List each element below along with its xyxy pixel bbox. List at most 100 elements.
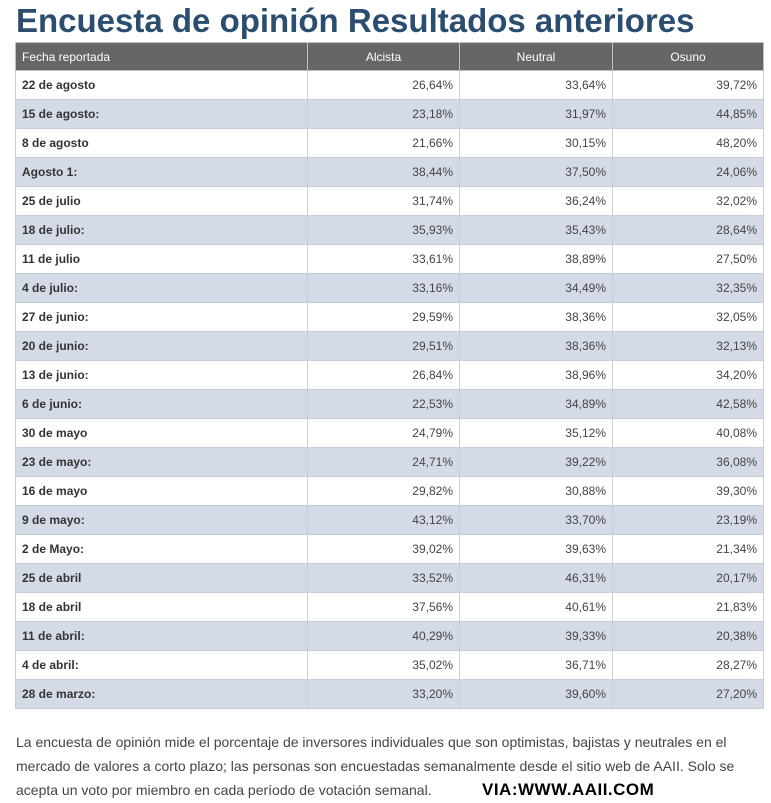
bullish-cell: 43,12%	[307, 505, 460, 535]
table-row: 11 de abril: 40,29% 39,33% 20,38%	[15, 621, 764, 651]
table-row: 16 de mayo 29,82% 30,88% 39,30%	[15, 476, 764, 506]
bearish-cell: 28,27%	[612, 650, 764, 680]
date-cell: 25 de julio	[15, 186, 308, 216]
header-bearish: Osuno	[612, 42, 764, 71]
bearish-cell: 39,72%	[612, 70, 764, 100]
bullish-cell: 26,64%	[307, 70, 460, 100]
date-cell: 8 de agosto	[15, 128, 308, 158]
neutral-cell: 46,31%	[459, 563, 613, 593]
bearish-cell: 20,17%	[612, 563, 764, 593]
bullish-cell: 35,93%	[307, 215, 460, 245]
neutral-cell: 33,64%	[459, 70, 613, 100]
date-cell: 20 de junio:	[15, 331, 308, 361]
date-cell: 22 de agosto	[15, 70, 308, 100]
table-row: 27 de junio: 29,59% 38,36% 32,05%	[15, 302, 764, 332]
bearish-cell: 48,20%	[612, 128, 764, 158]
survey-description: La encuesta de opinión mide el porcentaj…	[16, 734, 735, 798]
neutral-cell: 38,89%	[459, 244, 613, 274]
neutral-cell: 35,43%	[459, 215, 613, 245]
bullish-cell: 21,66%	[307, 128, 460, 158]
date-cell: 25 de abril	[15, 563, 308, 593]
bearish-cell: 28,64%	[612, 215, 764, 245]
date-cell: 16 de mayo	[15, 476, 308, 506]
date-cell: 15 de agosto:	[15, 99, 308, 129]
header-bullish: Alcista	[307, 42, 460, 71]
bullish-cell: 29,59%	[307, 302, 460, 332]
bearish-cell: 44,85%	[612, 99, 764, 129]
bullish-cell: 29,82%	[307, 476, 460, 506]
bullish-cell: 35,02%	[307, 650, 460, 680]
bullish-cell: 22,53%	[307, 389, 460, 419]
neutral-cell: 36,71%	[459, 650, 613, 680]
bearish-cell: 40,08%	[612, 418, 764, 448]
neutral-cell: 38,36%	[459, 302, 613, 332]
neutral-cell: 39,22%	[459, 447, 613, 477]
bullish-cell: 31,74%	[307, 186, 460, 216]
bearish-cell: 24,06%	[612, 157, 764, 187]
date-cell: 4 de abril:	[15, 650, 308, 680]
bullish-cell: 39,02%	[307, 534, 460, 564]
bullish-cell: 29,51%	[307, 331, 460, 361]
neutral-cell: 39,60%	[459, 679, 613, 709]
neutral-cell: 38,96%	[459, 360, 613, 390]
date-cell: Agosto 1:	[15, 157, 308, 187]
bullish-cell: 23,18%	[307, 99, 460, 129]
neutral-cell: 34,89%	[459, 389, 613, 419]
bullish-cell: 37,56%	[307, 592, 460, 622]
table-row: 2 de Mayo: 39,02% 39,63% 21,34%	[15, 534, 764, 564]
bearish-cell: 32,35%	[612, 273, 764, 303]
bearish-cell: 27,20%	[612, 679, 764, 709]
bearish-cell: 39,30%	[612, 476, 764, 506]
table-row: 20 de junio: 29,51% 38,36% 32,13%	[15, 331, 764, 361]
table-row: 22 de agosto 26,64% 33,64% 39,72%	[15, 70, 764, 100]
date-cell: 18 de abril	[15, 592, 308, 622]
date-cell: 13 de junio:	[15, 360, 308, 390]
date-cell: 11 de julio	[15, 244, 308, 274]
bullish-cell: 33,20%	[307, 679, 460, 709]
neutral-cell: 34,49%	[459, 273, 613, 303]
bearish-cell: 36,08%	[612, 447, 764, 477]
table-row: 30 de mayo 24,79% 35,12% 40,08%	[15, 418, 764, 448]
header-date: Fecha reportada	[15, 42, 308, 71]
bullish-cell: 33,16%	[307, 273, 460, 303]
neutral-cell: 40,61%	[459, 592, 613, 622]
table-row: 25 de abril 33,52% 46,31% 20,17%	[15, 563, 764, 593]
table-row: 15 de agosto: 23,18% 31,97% 44,85%	[15, 99, 764, 129]
bearish-cell: 32,13%	[612, 331, 764, 361]
bearish-cell: 42,58%	[612, 389, 764, 419]
bullish-cell: 40,29%	[307, 621, 460, 651]
date-cell: 23 de mayo:	[15, 447, 308, 477]
neutral-cell: 38,36%	[459, 331, 613, 361]
table-header-row: Fecha reportada Alcista Neutral Osuno	[15, 42, 764, 71]
bearish-cell: 32,05%	[612, 302, 764, 332]
table-row: 11 de julio 33,61% 38,89% 27,50%	[15, 244, 764, 274]
table-row: 23 de mayo: 24,71% 39,22% 36,08%	[15, 447, 764, 477]
date-cell: 6 de junio:	[15, 389, 308, 419]
table-row: 4 de julio: 33,16% 34,49% 32,35%	[15, 273, 764, 303]
page-title: Encuesta de opinión Resultados anteriore…	[16, 2, 695, 39]
neutral-cell: 33,70%	[459, 505, 613, 535]
date-cell: 11 de abril:	[15, 621, 308, 651]
table-row: 4 de abril: 35,02% 36,71% 28,27%	[15, 650, 764, 680]
bullish-cell: 26,84%	[307, 360, 460, 390]
bullish-cell: 24,79%	[307, 418, 460, 448]
bullish-cell: 33,52%	[307, 563, 460, 593]
bullish-cell: 24,71%	[307, 447, 460, 477]
neutral-cell: 39,63%	[459, 534, 613, 564]
table-row: Agosto 1: 38,44% 37,50% 24,06%	[15, 157, 764, 187]
date-cell: 18 de julio:	[15, 215, 308, 245]
table-row: 18 de julio: 35,93% 35,43% 28,64%	[15, 215, 764, 245]
date-cell: 2 de Mayo:	[15, 534, 308, 564]
table-row: 8 de agosto 21,66% 30,15% 48,20%	[15, 128, 764, 158]
bearish-cell: 20,38%	[612, 621, 764, 651]
bearish-cell: 32,02%	[612, 186, 764, 216]
neutral-cell: 30,15%	[459, 128, 613, 158]
neutral-cell: 37,50%	[459, 157, 613, 187]
table-row: 6 de junio: 22,53% 34,89% 42,58%	[15, 389, 764, 419]
neutral-cell: 30,88%	[459, 476, 613, 506]
table-row: 13 de junio: 26,84% 38,96% 34,20%	[15, 360, 764, 390]
date-cell: 9 de mayo:	[15, 505, 308, 535]
bearish-cell: 21,34%	[612, 534, 764, 564]
neutral-cell: 36,24%	[459, 186, 613, 216]
bearish-cell: 23,19%	[612, 505, 764, 535]
